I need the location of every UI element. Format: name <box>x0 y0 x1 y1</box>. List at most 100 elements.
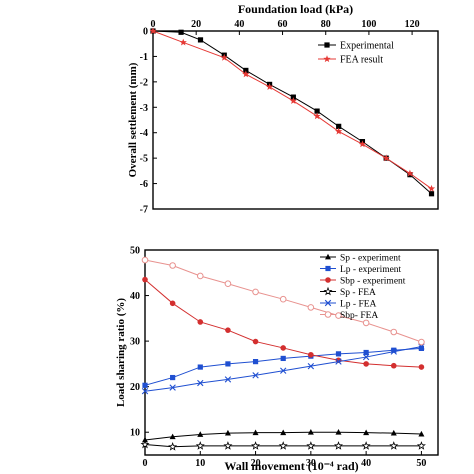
data-point <box>197 37 204 43</box>
data-point <box>224 280 232 288</box>
legend-label: Lp - experiment <box>340 265 402 275</box>
data-point <box>280 345 287 351</box>
legend-label: Sp - experiment <box>340 254 401 264</box>
data-point <box>142 436 148 443</box>
data-point <box>280 367 287 374</box>
x-axis-label: Wall movement (10⁻⁴ rad) <box>224 459 358 473</box>
legend: Experimental FEA result <box>318 41 394 66</box>
series-1 <box>142 345 425 388</box>
x-axis-label: Foundation load (kPa) <box>238 2 353 16</box>
legend-marker <box>324 311 332 318</box>
x-tick-label: 30 <box>306 458 316 469</box>
data-point <box>265 83 274 91</box>
data-point <box>251 441 261 450</box>
legend-marker <box>323 286 333 296</box>
data-point <box>252 429 259 436</box>
data-point <box>252 338 259 345</box>
series-line <box>152 30 432 190</box>
data-point <box>252 359 259 365</box>
data-point <box>290 94 296 100</box>
series-4 <box>141 343 425 395</box>
legend-marker <box>324 42 330 48</box>
y-tick-label: -5 <box>140 154 148 165</box>
x-tick-label: 100 <box>361 19 376 30</box>
data-point <box>179 38 187 46</box>
data-point <box>358 140 367 148</box>
data-point <box>428 191 435 197</box>
data-point <box>361 441 371 450</box>
y-tick-label: -3 <box>140 103 148 114</box>
data-point <box>169 433 176 440</box>
legend-marker <box>325 277 331 283</box>
y-tick-label: -1 <box>140 52 148 63</box>
y-tick-label: 20 <box>130 382 140 393</box>
y-tick-label: 30 <box>130 337 140 348</box>
data-point <box>197 379 204 387</box>
data-point <box>224 429 231 436</box>
data-point <box>335 358 342 365</box>
data-point <box>243 67 249 74</box>
data-point <box>362 353 370 361</box>
data-point <box>225 361 231 367</box>
legend-marker <box>325 253 331 260</box>
x-tick-label: 20 <box>191 19 201 30</box>
data-point <box>196 272 204 280</box>
series-0 <box>150 28 435 197</box>
data-point <box>307 429 314 435</box>
data-point <box>142 276 148 283</box>
series-1 <box>149 27 436 192</box>
y-tick-label: -2 <box>140 77 148 88</box>
y-tick-label: 50 <box>130 246 140 257</box>
data-point <box>336 123 342 129</box>
x-tick-label: 80 <box>321 19 331 30</box>
data-point <box>280 429 287 436</box>
data-point <box>406 169 414 177</box>
data-point <box>242 70 250 78</box>
series-5 <box>141 256 425 346</box>
legend-label: Sbp - experiment <box>340 277 406 287</box>
data-point <box>390 328 398 336</box>
data-point <box>178 29 184 35</box>
data-point <box>335 312 342 319</box>
legend-label: Sbp- FEA <box>340 311 378 321</box>
data-point <box>140 439 150 449</box>
y-tick-label: 10 <box>130 428 140 439</box>
series-2 <box>142 276 425 370</box>
data-point <box>313 112 321 120</box>
data-point <box>197 431 204 437</box>
data-point <box>363 429 370 436</box>
settlement-chart: 0 20 40 60 80 100 120 0 -1 -2 -3 -4 -5 -6 -7 Foundation… <box>127 2 439 216</box>
legend-label: Sp - FEA <box>340 288 376 298</box>
data-point <box>306 441 316 450</box>
data-point <box>225 327 231 333</box>
legend-marker <box>324 299 332 307</box>
data-point <box>141 388 149 395</box>
series-0 <box>142 429 425 443</box>
data-point <box>252 288 259 296</box>
y-tick-label: -6 <box>140 179 148 190</box>
x-tick-label: 50 <box>416 458 426 469</box>
data-point <box>390 429 397 436</box>
data-point <box>252 372 259 379</box>
data-point <box>220 53 228 61</box>
data-point <box>169 384 176 391</box>
plot-frame <box>152 30 439 210</box>
data-point <box>224 376 232 383</box>
data-point <box>279 295 287 303</box>
data-point <box>197 319 204 325</box>
data-point <box>362 319 370 327</box>
data-point <box>307 362 315 370</box>
y-tick-label: 0 <box>143 27 148 38</box>
data-point <box>391 347 397 353</box>
data-point <box>418 345 425 351</box>
data-point <box>416 441 426 450</box>
data-point <box>149 27 157 35</box>
data-point <box>278 441 288 450</box>
data-point <box>169 262 176 269</box>
legend-marker <box>323 55 331 63</box>
data-point <box>335 351 342 357</box>
plot-frame <box>144 249 439 456</box>
data-point <box>169 300 176 307</box>
y-tick-label: -7 <box>140 205 148 216</box>
